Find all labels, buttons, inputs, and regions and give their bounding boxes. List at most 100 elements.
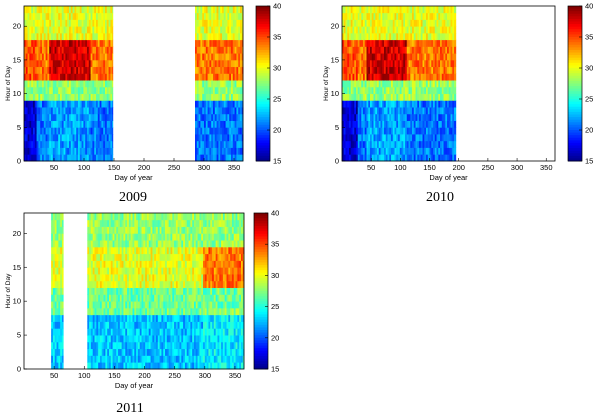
heatmap-cell xyxy=(454,94,456,101)
heatmap-cell xyxy=(62,281,64,288)
heatmap-cell xyxy=(62,355,64,362)
heatmap-cell xyxy=(454,67,456,74)
y-axis-label: Hour of Day xyxy=(323,65,330,100)
heatmap-cell xyxy=(454,26,456,33)
heatmap-cell xyxy=(112,53,113,60)
heatmap-cell xyxy=(454,154,456,161)
x-tick-label: 350 xyxy=(540,163,553,172)
heatmap-cell xyxy=(112,26,113,33)
heatmap-cell xyxy=(112,13,113,20)
x-tick-label: 350 xyxy=(228,163,241,172)
heatmap-cell xyxy=(454,127,456,134)
heatmap-cell xyxy=(112,148,113,155)
y-tick-label: 0 xyxy=(17,157,21,166)
heatmap-cell xyxy=(454,148,456,155)
heatmap-cell xyxy=(112,40,113,47)
heatmap-cell xyxy=(454,114,456,121)
heatmap-cell xyxy=(112,67,113,74)
heatmap-cell xyxy=(62,328,64,335)
heatmap-cell xyxy=(454,134,456,141)
heatmap-cell xyxy=(112,80,113,87)
heatmap-cell xyxy=(62,220,64,227)
colorbar-tick-label: 25 xyxy=(273,95,281,104)
colorbar-tick-label: 30 xyxy=(585,64,593,73)
heatmap-cell xyxy=(62,267,64,274)
y-tick-label: 20 xyxy=(331,22,339,31)
heatmap-cell xyxy=(62,349,64,356)
heatmap-cell xyxy=(454,19,456,26)
y-tick-label: 0 xyxy=(335,157,339,166)
x-tick-label: 300 xyxy=(511,163,524,172)
x-tick-label: 150 xyxy=(423,163,436,172)
heatmap-cell xyxy=(454,80,456,87)
heatmap-cell xyxy=(112,60,113,67)
x-tick-label: 200 xyxy=(452,163,465,172)
heatmap-cell xyxy=(112,33,113,40)
colorbar-tick-label: 20 xyxy=(585,126,593,135)
heatmap-cell xyxy=(112,100,113,107)
x-tick-label: 250 xyxy=(482,163,495,172)
heatmap-cell xyxy=(112,19,113,26)
heatmap-cells xyxy=(24,6,243,161)
heatmap-cell xyxy=(112,114,113,121)
heatmap-cell xyxy=(112,6,113,13)
heatmap-cell xyxy=(62,342,64,349)
y-tick-label: 10 xyxy=(331,89,339,98)
heatmap-cell xyxy=(62,233,64,240)
colorbar-tick-label: 40 xyxy=(273,2,281,11)
heatmap-cell xyxy=(112,127,113,134)
heatmap-cell xyxy=(112,87,113,94)
heatmap-cell xyxy=(62,213,64,220)
x-tick-label: 300 xyxy=(198,163,211,172)
y-tick-label: 10 xyxy=(13,89,21,98)
colorbar-tick-label: 15 xyxy=(585,157,593,166)
heatmap-cell xyxy=(62,288,64,295)
heatmap-cell xyxy=(454,13,456,20)
heatmap-cell xyxy=(112,73,113,80)
heatmap-cell xyxy=(454,121,456,128)
heatmap-cell xyxy=(454,53,456,60)
heatmap-cell xyxy=(62,294,64,301)
y-tick-label: 20 xyxy=(13,22,21,31)
colorbar-tick-label: 30 xyxy=(273,64,281,73)
x-tick-label: 200 xyxy=(138,163,151,172)
x-axis-label: Day of year xyxy=(429,173,468,182)
y-tick-label: 15 xyxy=(331,55,339,64)
heatmap-cells xyxy=(342,6,456,161)
heatmap-cells xyxy=(51,213,244,369)
heatmap-cell xyxy=(454,33,456,40)
heatmap-cell xyxy=(112,107,113,114)
heatmap-cell xyxy=(454,73,456,80)
heatmap-cell xyxy=(62,362,64,369)
heatmap-cell xyxy=(62,247,64,254)
x-tick-label: 100 xyxy=(394,163,407,172)
x-tick-label: 50 xyxy=(367,163,375,172)
heatmap-cell xyxy=(454,100,456,107)
heatmap-cell xyxy=(62,227,64,234)
panel-caption: 2009 xyxy=(119,190,147,205)
x-axis-label: Day of year xyxy=(114,173,153,182)
heatmap-cell xyxy=(454,40,456,47)
x-tick-label: 100 xyxy=(78,163,91,172)
y-axis-label: Hour of Day xyxy=(5,65,12,100)
colorbar-tick-label: 15 xyxy=(273,157,281,166)
heatmap-cell xyxy=(454,6,456,13)
y-tick-label: 15 xyxy=(13,55,21,64)
heatmap-cell xyxy=(62,301,64,308)
heatmap-cell xyxy=(112,141,113,148)
heatmap-cell xyxy=(112,46,113,53)
heatmap-cell xyxy=(62,308,64,315)
heatmap-cell xyxy=(62,274,64,281)
colorbar-tick-label: 25 xyxy=(585,95,593,104)
y-tick-label: 5 xyxy=(335,123,339,132)
heatmap-cell xyxy=(62,322,64,329)
y-tick-label: 5 xyxy=(17,123,21,132)
heatmap-cell xyxy=(454,46,456,53)
heatmap-panel-2010: 50 100 150 200 250 300 350 0 5 10 15 20 Day of year H… xyxy=(323,2,593,206)
